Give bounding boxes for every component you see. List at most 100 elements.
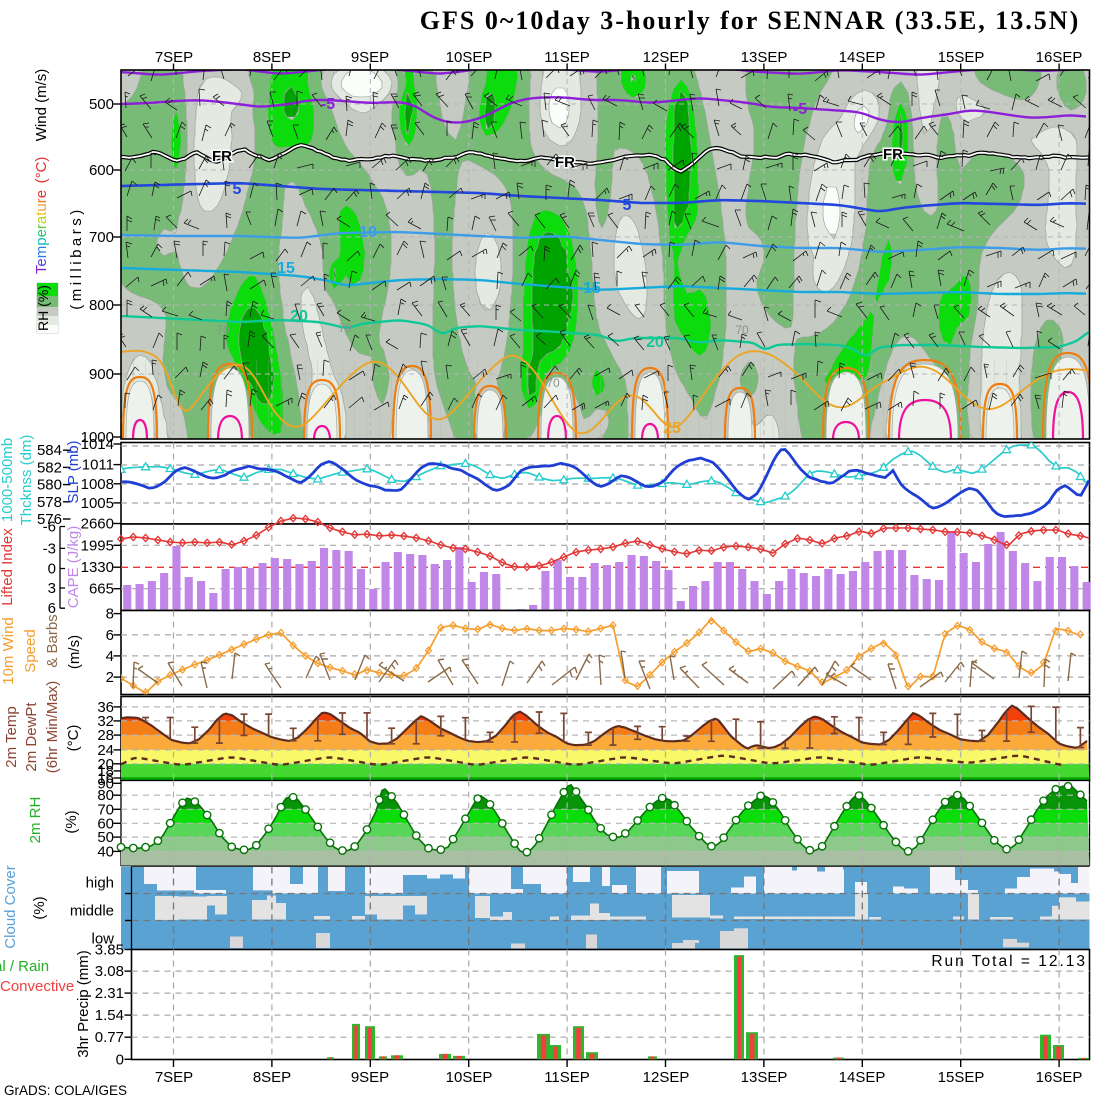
svg-text:Thcknss (dm): Thcknss (dm): [18, 435, 35, 526]
svg-text:576: 576: [37, 511, 62, 528]
svg-text:13SEP: 13SEP: [741, 49, 788, 66]
svg-text:Cloud Cover: Cloud Cover: [2, 865, 19, 948]
svg-text:20: 20: [97, 756, 114, 773]
svg-text:GrADS: COLA/IGES: GrADS: COLA/IGES: [4, 1083, 127, 1098]
svg-text:15SEP: 15SEP: [938, 1069, 985, 1086]
svg-text:high: high: [86, 875, 114, 892]
svg-text:28: 28: [97, 727, 114, 744]
svg-text:-5: -5: [793, 101, 807, 118]
svg-text:1995: 1995: [81, 537, 114, 554]
svg-text:10SEP: 10SEP: [446, 49, 493, 66]
svg-text:low: low: [91, 931, 114, 948]
svg-text:15SEP: 15SEP: [938, 49, 985, 66]
svg-text:12SEP: 12SEP: [643, 49, 690, 66]
svg-text:(6hr Min/Max): (6hr Min/Max): [44, 681, 61, 774]
svg-text:20: 20: [646, 334, 664, 351]
svg-text:900: 900: [89, 366, 114, 383]
svg-text:0: 0: [48, 561, 56, 578]
svg-text:36: 36: [97, 699, 114, 716]
svg-text:0.77: 0.77: [95, 1029, 124, 1046]
svg-text:Total / Rain: Total / Rain: [0, 958, 49, 975]
svg-text:2m Temp: 2m Temp: [3, 706, 20, 767]
svg-text:(°C): (°C): [33, 157, 50, 184]
svg-text:1000: 1000: [81, 429, 114, 446]
svg-text:2: 2: [106, 669, 114, 686]
svg-text:24: 24: [97, 742, 114, 759]
svg-text:1011: 1011: [82, 457, 114, 474]
svg-text:15: 15: [583, 280, 601, 297]
svg-text:8SEP: 8SEP: [253, 49, 291, 66]
svg-text:FR: FR: [555, 154, 575, 171]
svg-text:RH (%): RH (%): [35, 285, 51, 331]
svg-text:4: 4: [106, 648, 114, 665]
svg-text:2m DewPt: 2m DewPt: [23, 702, 40, 772]
svg-text:-5: -5: [321, 96, 335, 113]
svg-text:5: 5: [623, 197, 632, 214]
svg-text:Lifted Index: Lifted Index: [0, 528, 16, 606]
svg-text:(°C): (°C): [65, 725, 82, 752]
svg-text:7SEP: 7SEP: [155, 49, 193, 66]
svg-text:700: 700: [89, 229, 114, 246]
svg-text:11SEP: 11SEP: [544, 1069, 590, 1086]
svg-text:13SEP: 13SEP: [741, 1069, 788, 1086]
svg-text:582: 582: [37, 459, 62, 476]
svg-text:70: 70: [735, 323, 749, 337]
svg-text:3.08: 3.08: [95, 963, 124, 980]
svg-text:3hr Precip (mm): 3hr Precip (mm): [75, 950, 92, 1058]
svg-text:-3: -3: [43, 540, 56, 557]
svg-text:800: 800: [89, 297, 114, 314]
svg-text:60: 60: [97, 815, 114, 832]
svg-text:14SEP: 14SEP: [839, 1069, 886, 1086]
svg-text:0: 0: [116, 1051, 124, 1068]
svg-text:1008: 1008: [81, 476, 114, 493]
svg-text:(m/s): (m/s): [66, 635, 83, 669]
svg-text:70: 70: [97, 801, 114, 818]
svg-text:580: 580: [37, 477, 62, 494]
svg-text:12SEP: 12SEP: [643, 1069, 690, 1086]
svg-text:5: 5: [233, 181, 242, 198]
svg-text:(%): (%): [31, 896, 48, 919]
svg-text:32: 32: [97, 713, 114, 730]
svg-text:40: 40: [97, 843, 114, 860]
svg-text:(%): (%): [63, 810, 80, 833]
svg-text:9SEP: 9SEP: [351, 49, 389, 66]
svg-text:2660: 2660: [81, 516, 114, 533]
svg-text:10m Wind: 10m Wind: [0, 617, 17, 685]
svg-text:80: 80: [97, 787, 114, 804]
svg-text:11SEP: 11SEP: [544, 49, 590, 66]
svg-text:25: 25: [663, 420, 681, 437]
svg-text:(millibars): (millibars): [68, 206, 85, 310]
svg-text:6: 6: [48, 600, 56, 617]
svg-text:10SEP: 10SEP: [446, 1069, 493, 1086]
svg-text:middle: middle: [70, 903, 114, 920]
svg-text:15: 15: [277, 260, 295, 277]
svg-text:18: 18: [97, 763, 114, 780]
svg-text:FR: FR: [883, 146, 903, 163]
svg-text:3.85: 3.85: [95, 942, 124, 959]
svg-text:10: 10: [359, 224, 377, 241]
svg-text:6: 6: [106, 627, 114, 644]
svg-text:Speed: Speed: [22, 629, 39, 672]
svg-text:& Barbs: & Barbs: [44, 614, 61, 667]
svg-text:1.54: 1.54: [95, 1007, 124, 1024]
svg-text:Wind (m/s): Wind (m/s): [33, 69, 50, 142]
svg-text:70: 70: [338, 321, 352, 335]
svg-text:9SEP: 9SEP: [351, 1069, 389, 1086]
svg-text:16SEP: 16SEP: [1036, 49, 1083, 66]
svg-text:CAPE (J/kg): CAPE (J/kg): [65, 526, 82, 609]
svg-text:70: 70: [546, 376, 560, 390]
svg-text:14SEP: 14SEP: [839, 49, 886, 66]
svg-text:16SEP: 16SEP: [1036, 1069, 1083, 1086]
svg-text:16: 16: [97, 770, 114, 787]
svg-text:578: 578: [37, 494, 62, 511]
svg-text:-6: -6: [43, 519, 56, 536]
svg-text:600: 600: [89, 162, 114, 179]
svg-text:500: 500: [89, 96, 114, 113]
svg-text:7SEP: 7SEP: [155, 1069, 193, 1086]
svg-text:2.31: 2.31: [95, 985, 124, 1002]
svg-text:1005: 1005: [81, 495, 114, 512]
svg-text:1014: 1014: [81, 436, 114, 453]
svg-text:Temperature: Temperature: [33, 190, 50, 274]
svg-text:70: 70: [216, 323, 230, 337]
svg-text:GFS 0~10day 3-hourly for SENNA: GFS 0~10day 3-hourly for SENNAR (33.5E, …: [420, 6, 1080, 35]
